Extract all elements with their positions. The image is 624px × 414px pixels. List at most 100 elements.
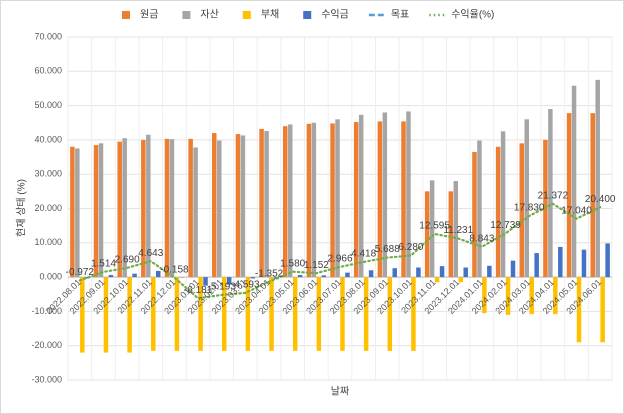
- data-label: 20.400: [585, 194, 616, 205]
- bar: [306, 123, 312, 278]
- bar: [155, 270, 161, 278]
- bar: [335, 119, 340, 278]
- y-tick-label: 40.000: [34, 134, 62, 144]
- bar: [463, 267, 468, 278]
- bar: [287, 124, 293, 278]
- bar: [269, 277, 274, 351]
- bar: [358, 114, 364, 278]
- bar: [98, 143, 104, 278]
- bar: [590, 113, 595, 278]
- bar: [226, 277, 232, 285]
- bar: [311, 122, 317, 278]
- y-tick-label: -20.000: [31, 340, 62, 350]
- y-tick-label: 20.000: [34, 203, 62, 213]
- legend-label: 수익금: [321, 9, 349, 21]
- bar: [117, 141, 122, 278]
- bar: [424, 191, 430, 278]
- bar: [458, 277, 463, 283]
- bar: [340, 277, 345, 351]
- bar: [316, 277, 322, 351]
- bar: [519, 143, 525, 278]
- bar: [212, 133, 217, 278]
- bar: [198, 277, 203, 351]
- bar: [581, 249, 587, 278]
- bar: [282, 126, 288, 278]
- bar: [524, 119, 529, 278]
- bar: [477, 140, 482, 278]
- bar: [453, 181, 459, 278]
- bar: [566, 113, 572, 278]
- bar: [235, 134, 241, 278]
- legend-swatch: [303, 11, 312, 19]
- bar: [75, 148, 80, 278]
- data-label: -0.972: [66, 267, 95, 278]
- bar: [203, 277, 208, 286]
- legend-swatch: [122, 11, 130, 19]
- bar: [429, 180, 435, 278]
- data-label: -1.352: [255, 268, 284, 279]
- bar: [164, 138, 170, 278]
- legend-swatch: [242, 11, 251, 19]
- data-label: 17.830: [514, 203, 545, 214]
- bar: [387, 277, 393, 351]
- bar: [377, 121, 383, 278]
- bar: [558, 246, 563, 278]
- bar: [259, 128, 264, 278]
- y-tick-label: 50.000: [34, 100, 62, 110]
- bar: [151, 277, 156, 351]
- y-axis-label: 현재 상태 (%): [16, 179, 28, 237]
- y-tick-label: 60.000: [34, 66, 62, 76]
- legend-label: 수익율(%): [451, 9, 494, 21]
- bar: [595, 79, 600, 278]
- data-label: 21.372: [538, 190, 569, 201]
- legend-label: 원금: [140, 9, 158, 21]
- bar: [217, 140, 222, 278]
- data-label: 1.514: [91, 259, 116, 270]
- y-tick-label: 70.000: [34, 31, 62, 41]
- bar: [297, 275, 303, 278]
- bar: [345, 272, 350, 278]
- legend-label: 부채: [261, 9, 279, 21]
- y-tick-label: 30.000: [34, 169, 62, 179]
- bar: [553, 277, 558, 315]
- data-label: 8.843: [469, 233, 494, 244]
- bar: [93, 145, 99, 278]
- data-label: 17.040: [561, 205, 592, 216]
- data-label: 5.688: [375, 244, 400, 255]
- bar: [174, 277, 180, 351]
- y-tick-label: 10.000: [34, 237, 62, 247]
- bar: [495, 146, 501, 278]
- bar: [401, 121, 406, 278]
- line: [78, 202, 602, 300]
- data-label: -4.593: [231, 279, 260, 290]
- bar: [392, 268, 398, 278]
- bar: [193, 147, 198, 278]
- bar: [600, 277, 605, 343]
- bar: [411, 277, 416, 351]
- data-label: 4.418: [351, 249, 376, 260]
- y-tick-label: 0.000: [39, 271, 62, 281]
- bar: [245, 277, 251, 351]
- data-label: 1.580: [280, 258, 305, 269]
- bar: [487, 265, 492, 278]
- bar: [70, 146, 75, 278]
- bar: [368, 270, 374, 278]
- bar: [250, 277, 256, 279]
- bar: [330, 123, 335, 278]
- bar: [434, 277, 440, 283]
- y-tick-label: -30.000: [31, 374, 62, 384]
- legend-label: 목표: [391, 9, 409, 21]
- bar: [169, 139, 175, 278]
- bar: [416, 267, 421, 278]
- data-label: -0.158: [160, 264, 189, 275]
- bar: [534, 253, 539, 278]
- bar: [439, 266, 445, 278]
- bar: [382, 112, 388, 278]
- bar: [448, 191, 454, 278]
- legend-label: 자산: [200, 9, 218, 21]
- bar: [500, 131, 506, 278]
- bar: [321, 275, 327, 278]
- bar: [605, 243, 610, 278]
- bar: [240, 135, 246, 278]
- data-label: 12.595: [419, 221, 450, 232]
